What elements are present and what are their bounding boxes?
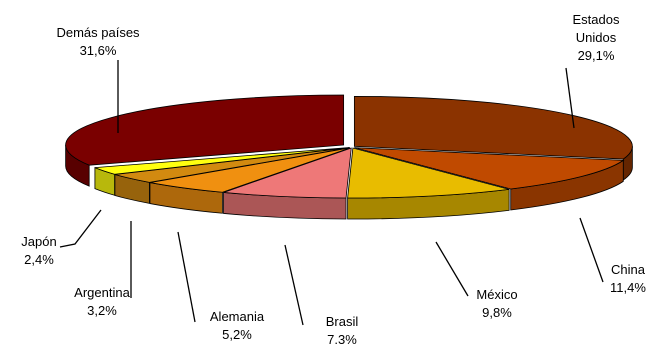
slice-name-estados-unidos: Unidos (576, 30, 617, 45)
slice-brasil (223, 147, 352, 199)
leader-line-japon (59, 209, 102, 248)
slice-name-argentina: Argentina (74, 285, 130, 300)
slice-name-brasil: Brasil (326, 314, 359, 329)
slice-value-argentina: 3,2% (87, 303, 117, 318)
slice-value-brasil: 7.3% (327, 332, 357, 347)
pie-tops (65, 94, 633, 199)
pie-sides (65, 145, 633, 220)
slice-estados-unidos (353, 95, 633, 160)
slice-japon (94, 147, 350, 175)
slice-china (354, 147, 625, 190)
leader-line-alemania (177, 231, 196, 323)
leader-lines (59, 60, 604, 326)
leader-line-china (579, 217, 604, 283)
slice-value-japon: 2,4% (24, 252, 54, 267)
slice-labels: Estados Unidos 29,1% China 11,4% México 9,8% Br… (21, 12, 646, 347)
slice-value-estados-unidos: 29,1% (578, 48, 615, 63)
slice-name-japon: Japón (21, 234, 56, 249)
leader-line-estados-unidos (565, 67, 575, 129)
slice-value-alemania: 5,2% (222, 327, 252, 342)
slice-name-demas-paises: Demás países (56, 25, 140, 40)
slice-name-alemania: Alemania (210, 309, 265, 324)
slice-name-estados-unidos: Estados (573, 12, 620, 27)
slice-demas-paises (65, 94, 345, 166)
slice-value-mexico: 9,8% (482, 305, 512, 320)
slice-value-demas-paises: 31,6% (80, 43, 117, 58)
slice-name-mexico: México (476, 287, 517, 302)
slice-name-china: China (611, 262, 646, 277)
leader-line-brasil (284, 244, 304, 326)
leader-line-mexico (435, 241, 469, 297)
slice-value-china: 11,4% (610, 280, 646, 295)
slice-mexico (347, 147, 510, 199)
